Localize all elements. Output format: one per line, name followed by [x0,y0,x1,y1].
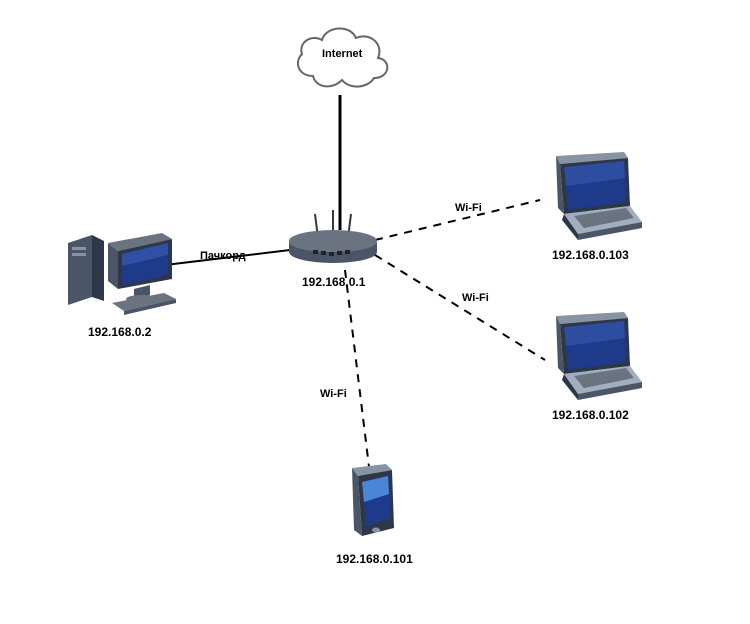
edge-label-wifi-1: Wi-Fi [455,202,482,214]
laptop2-icon [528,310,648,407]
phone-icon [344,462,400,549]
laptop1-label: 192.168.0.103 [552,248,629,262]
pc-label: 192.168.0.2 [88,325,151,339]
edge-label-wifi-2: Wi-Fi [462,292,489,304]
phone-label: 192.168.0.101 [336,552,413,566]
cloud-label: Internet [322,48,362,60]
router-icon [283,208,383,271]
edge-label-patchcord: Пачкорд [200,250,246,262]
edge-label-wifi-3: Wi-Fi [320,388,347,400]
laptop2-label: 192.168.0.102 [552,408,629,422]
laptop1-icon [528,150,648,247]
desktop-pc-icon [62,225,182,322]
router-label: 192.168.0.1 [302,275,365,289]
